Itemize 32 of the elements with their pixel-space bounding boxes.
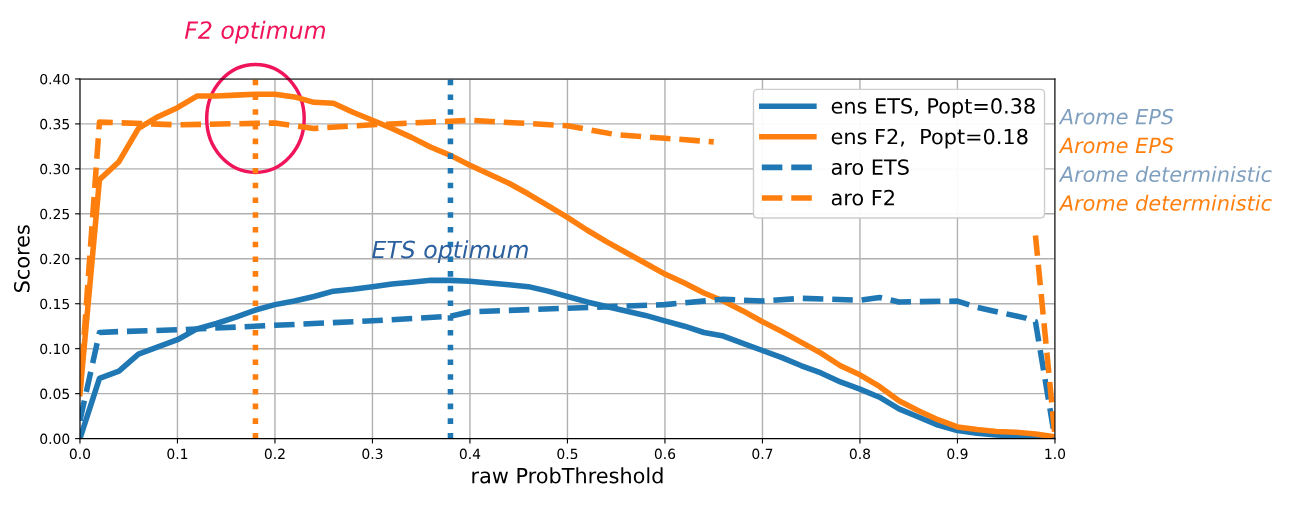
text: F2 optimum [184,20,325,44]
x-tick-label: 0.4 [459,448,481,460]
y-tick-label: 0.40 [40,73,70,85]
x-tick-label: 0.0 [69,448,91,460]
x-tick-label: 0.7 [752,448,773,460]
x-axis-title: raw ProbThreshold [472,467,663,484]
x-tick-label: 0.6 [654,448,676,460]
legend-label: ens F2, Popt=0.18 [831,128,1028,149]
x-tick-label: 0.9 [947,448,968,460]
y-tick-label: 0.30 [40,163,70,175]
x-tick-label: 0.8 [849,448,871,460]
x-tick-label: 0.1 [167,448,188,460]
y-tick-label: 0.05 [40,388,70,400]
text: Arome EPS [1058,108,1174,125]
y-axis-title: Scores [13,225,30,292]
y-tick-label: 0.10 [40,343,70,355]
text: Arome EPS [1058,137,1174,154]
x-tick-label: 0.3 [362,448,383,460]
annotation: ETS optimum [372,240,528,264]
y-tick-label: 0.15 [40,298,70,310]
legend-label: ens ETS, Popt=0.38 [831,98,1035,118]
y-tick-label: 0.00 [40,433,70,445]
legend-label: aro F2 [831,189,894,206]
y-tick-label: 0.20 [40,253,70,265]
text: Arome deterministic [1058,165,1272,183]
x-tick-label: 1.0 [1045,448,1066,460]
text: Arome deterministic [1058,194,1272,211]
y-tick-label: 0.35 [40,118,70,130]
y-tick-label: 0.25 [40,208,70,220]
legend-label: aro ETS [831,159,909,175]
x-tick-label: 0.5 [557,448,578,460]
x-tick-label: 0.2 [264,448,285,460]
